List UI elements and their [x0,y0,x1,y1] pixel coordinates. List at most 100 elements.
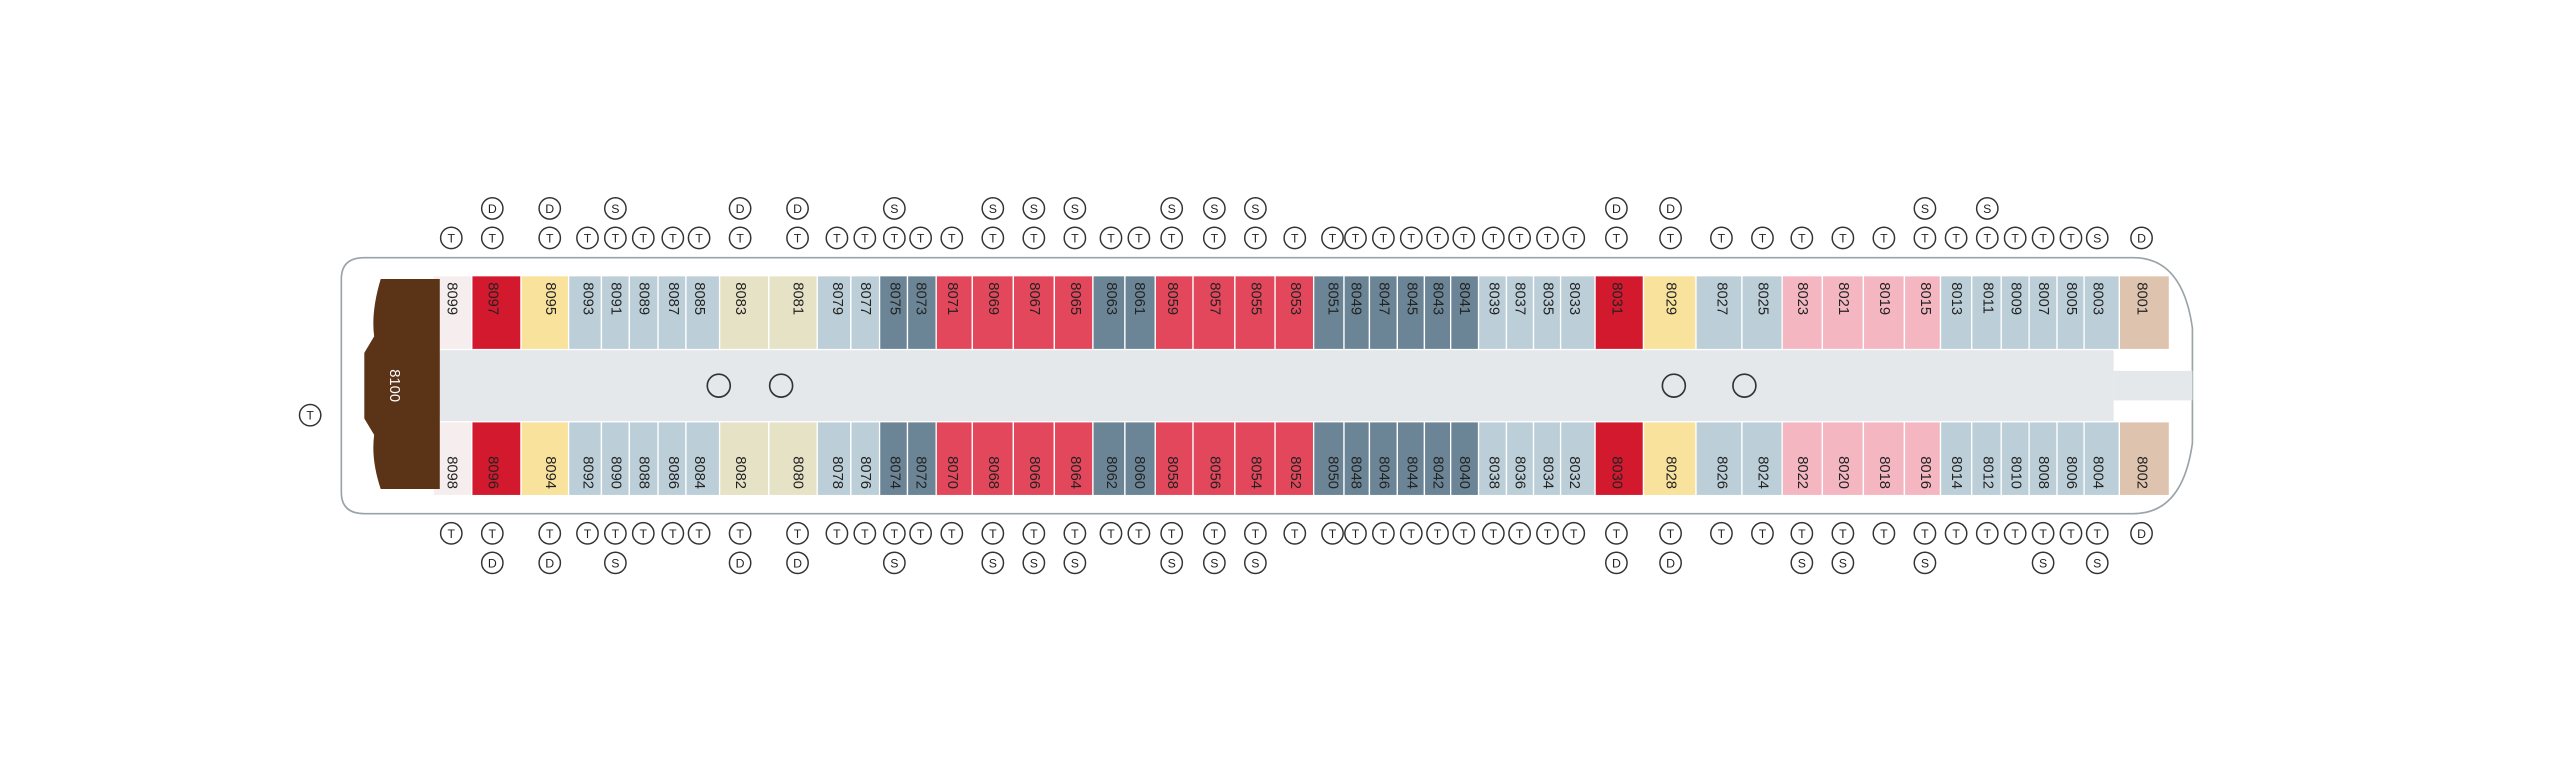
amenity-label: T [1252,231,1260,245]
amenity-label: T [1030,231,1038,245]
amenity-label: T [1759,231,1767,245]
cabin-number: 8092 [580,456,596,489]
amenity-label: T [989,527,997,541]
amenity-icon [2031,226,2055,250]
amenity-icon [1944,226,1968,250]
amenity-icon [1099,521,1123,545]
amenity-icon [1022,197,1046,220]
cabin-number: 8029 [1663,282,1679,315]
amenity-icon [1751,226,1774,250]
amenity-label: T [1798,527,1806,541]
cabin [685,275,721,351]
amenity-label: T [546,231,554,245]
amenity-icon [480,521,504,545]
cabin-number: 8028 [1663,456,1679,489]
cabin [567,421,603,497]
cabin [1781,421,1824,497]
amenity-label: T [2011,527,2019,541]
cabin [1862,421,1906,497]
cabin [1695,275,1743,351]
amenity-icon [1536,521,1559,545]
amenity-label: T [1460,527,1468,541]
amenity-icon [728,226,752,250]
amenity-label: T [1921,527,1929,541]
cabin [816,275,852,351]
amenity-label: T [891,527,899,541]
amenity-icon [1371,226,1395,250]
amenity-label: T [448,231,456,245]
amenity-label: T [833,231,841,245]
cabin-number: 8080 [790,456,806,489]
amenity-label: S [1210,202,1218,216]
cabin-number: 8054 [1247,456,1263,489]
amenity-label: T [1839,231,1847,245]
cabin-number: 8057 [1206,282,1222,315]
cabin-number: 8086 [665,456,681,489]
amenity-label: T [1667,231,1675,245]
cabin-number: 8026 [1714,456,1730,489]
amenity-label: T [1516,527,1524,541]
cabin [2118,275,2171,351]
cabin [2083,275,2121,351]
cabin-number: 8018 [1876,456,1892,489]
amenity-label: T [1984,231,1992,245]
amenity-icon [1710,521,1733,545]
amenity-icon [2003,521,2027,545]
cabin-number: 8094 [542,456,558,489]
amenity-label: S [1921,556,1929,570]
amenity-icon [2031,551,2055,575]
amenity-icon [981,226,1005,250]
amenity-icon [1831,226,1855,250]
cabin-number: 8083 [732,282,748,315]
amenity-icon [909,521,933,545]
amenity-label: D [1666,202,1675,216]
cabin [718,421,770,497]
cabin-number: 8084 [691,456,707,489]
cabin [1368,421,1398,497]
elevator-icon [1661,373,1687,398]
amenity-label: D [2137,231,2146,245]
amenity-label: S [1168,202,1176,216]
cabin-number: 8024 [1755,456,1771,489]
cabin-number: 8020 [1835,456,1851,489]
cabin-number: 8060 [1131,456,1147,489]
amenity-icon [576,521,599,545]
cabin [1477,421,1508,497]
cabin-number: 8051 [1325,282,1341,315]
amenity-label: T [1135,527,1143,541]
cabin-number: 8034 [1540,456,1556,489]
cabin [1594,275,1645,351]
amenity-label: T [1071,527,1079,541]
amenity-icon [1127,226,1151,250]
amenity-icon [1605,521,1628,545]
amenity-icon [728,197,752,220]
amenity-icon [981,197,1005,220]
amenity-icon [1063,197,1087,220]
amenity-icon [1243,521,1267,545]
amenity-icon [882,551,906,575]
amenity-label: S [1030,556,1038,570]
cabin [935,275,973,351]
amenity-label: T [794,231,802,245]
amenity-label: S [989,202,997,216]
cabin [906,275,937,351]
amenity-label: T [1135,231,1143,245]
amenity-icon [1243,551,1267,575]
amenity-icon [1452,226,1476,250]
amenity-label: D [2137,527,2146,541]
cabin-number: 8042 [1430,456,1446,489]
amenity-icon [1790,521,1814,545]
amenity-label: T [1291,231,1299,245]
cabin-number: 8070 [944,456,960,489]
amenity-label: T [1718,231,1726,245]
amenity-icon [1160,226,1184,250]
amenity-label: T [612,527,620,541]
cabin-number: 8075 [886,282,902,315]
cabin-number: 8078 [829,456,845,489]
cabin [1192,421,1236,497]
amenity-icon [1605,551,1628,575]
amenity-label: S [2039,556,2047,570]
amenity-label: D [793,202,802,216]
amenity-icon [603,521,627,545]
cabin [1741,421,1783,497]
